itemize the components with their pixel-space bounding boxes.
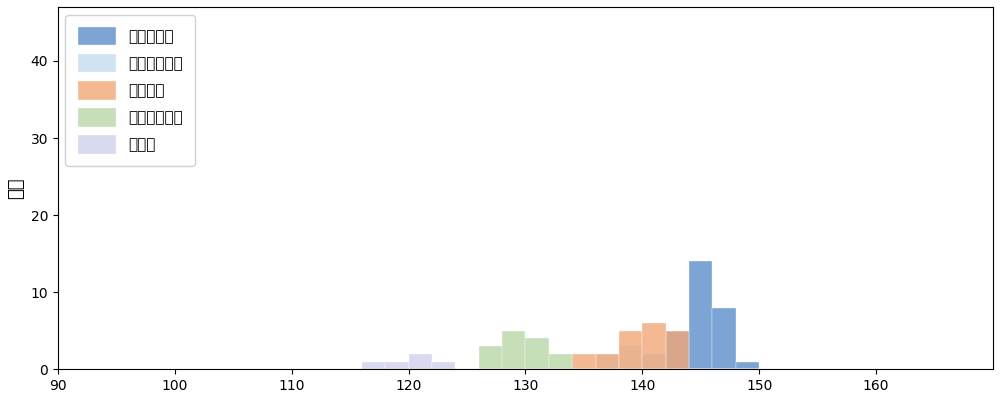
Bar [619,331,642,369]
Bar [642,354,666,369]
Legend: ストレート, カットボール, フォーク, 縦スライダー, カーブ: ストレート, カットボール, フォーク, 縦スライダー, カーブ [65,14,195,166]
Bar [642,323,666,369]
Bar [666,331,689,369]
Bar [596,354,619,369]
Bar [712,308,736,369]
Bar [385,362,409,369]
Bar [689,261,712,369]
Bar [479,346,502,369]
Bar [619,346,642,369]
Bar [525,338,549,369]
Bar [362,362,385,369]
Bar [596,354,619,369]
Bar [572,354,596,369]
Bar [736,362,759,369]
Bar [549,354,572,369]
Bar [409,354,432,369]
Y-axis label: 球数: 球数 [7,177,25,199]
Bar [432,362,455,369]
Bar [642,354,666,369]
Bar [666,331,689,369]
Bar [502,331,525,369]
